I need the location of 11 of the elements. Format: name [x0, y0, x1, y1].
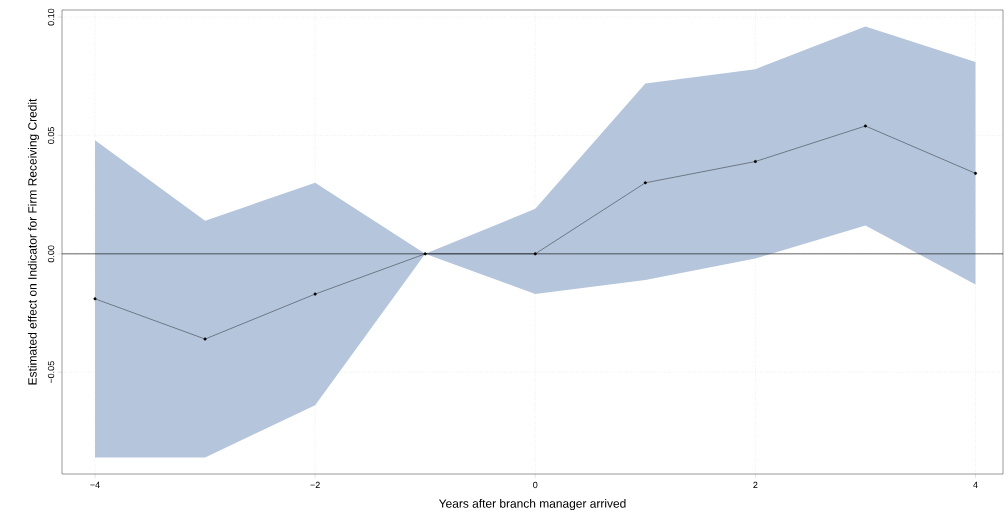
- y-tick-label: 0.00: [47, 245, 55, 263]
- y-axis-title: Estimated effect on Indicator for Firm Receiving Credit: [27, 98, 40, 385]
- y-tick-label: 0.05: [47, 127, 55, 144]
- x-tick-label: 4: [973, 481, 978, 488]
- x-tick-label: −4: [90, 481, 100, 488]
- y-tick-label: 0.10: [47, 8, 55, 26]
- y-tick-label: −0.05: [47, 361, 55, 384]
- x-tick-label: −2: [310, 481, 320, 489]
- x-axis-title: Years after branch manager arrived: [438, 498, 626, 511]
- x-tick-label: 0: [533, 481, 538, 489]
- x-tick-label: 2: [753, 481, 758, 489]
